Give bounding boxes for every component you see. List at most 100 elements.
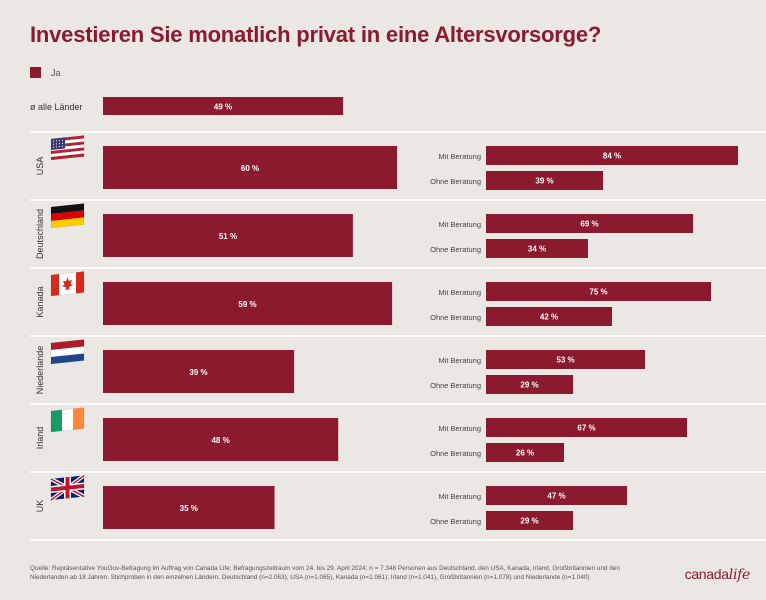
sublabel-ohne-irland: Ohne Beratung bbox=[430, 449, 481, 458]
bar-deutschland bbox=[103, 214, 353, 257]
sublabel-ohne-kanada: Ohne Beratung bbox=[430, 313, 481, 322]
flag-border bbox=[50, 271, 85, 297]
star bbox=[59, 140, 60, 142]
value-label-mit-irland: 67 % bbox=[577, 424, 595, 433]
bar-mit-niederlande bbox=[486, 350, 645, 369]
bar-irland bbox=[103, 418, 339, 461]
value-label-usa: 60 % bbox=[241, 164, 259, 173]
value-label-mit-deutschland: 69 % bbox=[580, 220, 598, 229]
country-label-kanada: Kanada bbox=[35, 286, 45, 317]
stripe bbox=[51, 153, 84, 160]
logo-accent: life bbox=[728, 567, 751, 583]
uk-flag-icon bbox=[49, 473, 86, 502]
overall-label: ø alle Länder bbox=[30, 102, 83, 112]
value-label-irland: 48 % bbox=[211, 436, 229, 445]
canton bbox=[51, 137, 65, 150]
sublabel-mit-kanada: Mit Beratung bbox=[438, 288, 481, 297]
sublabel-mit-irland: Mit Beratung bbox=[438, 424, 481, 433]
star bbox=[56, 140, 57, 142]
value-label-ohne-kanada: 42 % bbox=[540, 313, 558, 322]
overall-bar bbox=[103, 97, 344, 115]
star bbox=[53, 146, 54, 148]
maple-leaf bbox=[62, 277, 73, 291]
value-label-mit-niederlande: 53 % bbox=[556, 356, 574, 365]
bar-niederlande bbox=[103, 350, 295, 393]
value-label-mit-kanada: 75 % bbox=[589, 288, 607, 297]
flag-border bbox=[50, 135, 85, 161]
star bbox=[59, 146, 60, 148]
band-left bbox=[51, 274, 59, 296]
stripe-red bbox=[51, 210, 84, 221]
ca-flag-icon bbox=[50, 271, 85, 297]
sublabel-mit-niederlande: Mit Beratung bbox=[438, 356, 481, 365]
country-label-deutschland: Deutschland bbox=[35, 209, 45, 259]
sublabel-mit-deutschland: Mit Beratung bbox=[438, 220, 481, 229]
band-right bbox=[76, 271, 84, 294]
stripe bbox=[51, 150, 84, 157]
bar-usa bbox=[103, 146, 397, 189]
bar-ohne-usa bbox=[486, 171, 603, 190]
bar-mit-irland bbox=[486, 418, 687, 437]
logo-text: canada bbox=[684, 566, 729, 582]
bar-mit-deutschland bbox=[486, 214, 693, 233]
band-green bbox=[51, 409, 62, 432]
sublabel-ohne-deutschland: Ohne Beratung bbox=[430, 245, 481, 254]
country-label-irland: Irland bbox=[35, 427, 45, 450]
band-white bbox=[62, 408, 73, 431]
legend: Ja bbox=[30, 67, 61, 78]
legend-swatch bbox=[30, 67, 41, 78]
value-label-ohne-irland: 26 % bbox=[516, 449, 534, 458]
sublabel-mit-usa: Mit Beratung bbox=[438, 152, 481, 161]
star bbox=[62, 145, 63, 147]
flag-border bbox=[50, 339, 85, 365]
star bbox=[62, 142, 63, 144]
star bbox=[56, 146, 57, 148]
flag-border bbox=[50, 407, 85, 433]
value-label-ohne-usa: 39 % bbox=[535, 177, 553, 186]
chart-svg: ø alle Länder 49 % USA 60 % Mit Beratung 84 %… bbox=[30, 97, 766, 541]
sublabel-ohne-usa: Ohne Beratung bbox=[430, 177, 481, 186]
bar-ohne-irland bbox=[486, 443, 564, 462]
value-label-niederlande: 39 % bbox=[189, 368, 207, 377]
flag-border bbox=[50, 203, 85, 229]
de-flag-icon bbox=[50, 203, 85, 229]
country-label-usa: USA bbox=[35, 157, 45, 176]
country-label-uk: UK bbox=[35, 500, 45, 513]
legend-label: Ja bbox=[51, 67, 61, 78]
star bbox=[53, 140, 54, 142]
ie-flag-icon bbox=[50, 407, 85, 433]
value-label-mit-uk: 47 % bbox=[547, 492, 565, 501]
bar-mit-usa bbox=[486, 146, 738, 165]
star bbox=[53, 143, 54, 145]
source-note: Quelle: Repräsentative YouGov-Befragung … bbox=[30, 565, 620, 581]
sublabel-ohne-uk: Ohne Beratung bbox=[430, 517, 481, 526]
sublabel-ohne-niederlande: Ohne Beratung bbox=[430, 381, 481, 390]
value-label-uk: 35 % bbox=[180, 504, 198, 513]
bar-ohne-niederlande bbox=[486, 375, 573, 394]
stripe-blue bbox=[51, 353, 84, 365]
stripe-black bbox=[51, 203, 84, 214]
sublabel-mit-uk: Mit Beratung bbox=[438, 492, 481, 501]
stripe-white bbox=[51, 346, 84, 358]
overall-value-label: 49 % bbox=[214, 103, 232, 112]
bar-kanada bbox=[103, 282, 393, 325]
canada-life-logo: canadalife bbox=[684, 566, 751, 583]
cross-red-h bbox=[51, 484, 84, 492]
bar-ohne-uk bbox=[486, 511, 573, 530]
bar-mit-kanada bbox=[486, 282, 711, 301]
us-flag-icon bbox=[50, 135, 85, 161]
value-label-kanada: 59 % bbox=[238, 300, 256, 309]
value-label-mit-usa: 84 % bbox=[603, 152, 621, 161]
value-label-ohne-niederlande: 29 % bbox=[520, 381, 538, 390]
band-orange bbox=[73, 407, 84, 430]
star bbox=[56, 143, 57, 145]
country-label-niederlande: Niederlande bbox=[35, 346, 45, 395]
star bbox=[62, 139, 63, 141]
bar-mit-uk bbox=[486, 486, 627, 505]
flag-border bbox=[50, 475, 85, 501]
nl-flag-icon bbox=[50, 339, 85, 365]
value-label-ohne-uk: 29 % bbox=[520, 517, 538, 526]
stripe-red bbox=[51, 339, 84, 350]
star bbox=[59, 143, 60, 145]
chart-title: Investieren Sie monatlich privat in eine… bbox=[30, 22, 602, 47]
